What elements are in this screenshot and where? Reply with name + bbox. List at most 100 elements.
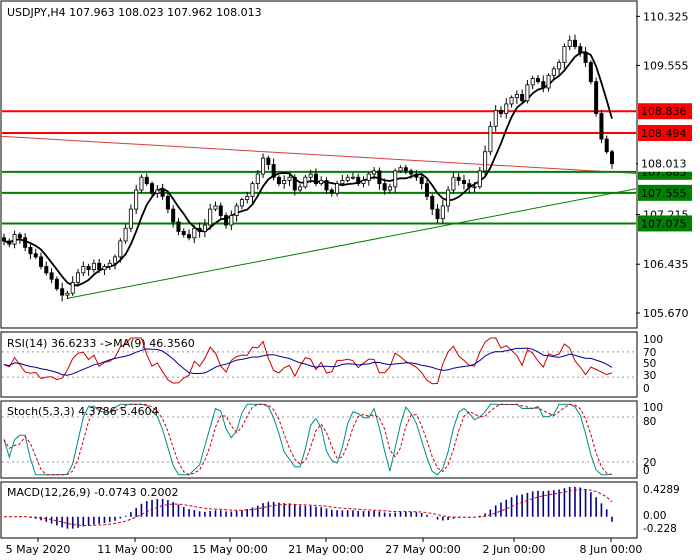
candle bbox=[493, 105, 498, 132]
candle-body bbox=[403, 167, 408, 172]
candle bbox=[54, 276, 59, 291]
candle bbox=[419, 172, 424, 190]
candle bbox=[567, 35, 572, 51]
candle bbox=[350, 172, 355, 180]
candle bbox=[28, 244, 33, 260]
candle-body bbox=[446, 189, 451, 207]
candle-body bbox=[604, 138, 609, 153]
candle bbox=[144, 173, 149, 186]
candle-body bbox=[393, 170, 398, 188]
candle-body bbox=[224, 215, 229, 226]
level-label: 107.555 bbox=[641, 187, 687, 200]
stoch-panel bbox=[0, 400, 638, 479]
candle bbox=[403, 164, 408, 175]
candle-body bbox=[504, 103, 509, 114]
candle-body bbox=[202, 224, 207, 232]
candle-body bbox=[430, 195, 435, 210]
candle-body bbox=[91, 262, 96, 271]
candle-body bbox=[551, 68, 556, 76]
macd-signal-line bbox=[4, 488, 613, 527]
time-tick-label: 15 May 00:00 bbox=[192, 543, 267, 556]
time-tick-label: 5 May 2020 bbox=[6, 543, 71, 556]
candle bbox=[504, 98, 509, 119]
candle-body bbox=[181, 231, 186, 235]
candle bbox=[541, 75, 546, 93]
level-label: 108.494 bbox=[641, 127, 687, 140]
candle bbox=[456, 173, 461, 186]
candle-body bbox=[350, 176, 355, 179]
candle-body bbox=[60, 288, 65, 296]
candle bbox=[165, 192, 170, 214]
rsi-tick-label: 70 bbox=[643, 347, 656, 359]
candle-body bbox=[414, 173, 419, 178]
candle-body bbox=[128, 208, 133, 229]
candle-body bbox=[493, 109, 498, 127]
candle bbox=[372, 166, 377, 180]
candle bbox=[176, 217, 181, 236]
candle-body bbox=[150, 183, 155, 194]
candle bbox=[33, 248, 38, 260]
candle-body bbox=[541, 81, 546, 89]
candle-body bbox=[245, 195, 250, 200]
candle bbox=[520, 89, 525, 104]
level-badge bbox=[638, 184, 692, 201]
candle bbox=[377, 167, 382, 190]
candle-body bbox=[33, 253, 38, 258]
candle bbox=[610, 149, 615, 169]
candle bbox=[535, 75, 540, 84]
candle-body bbox=[76, 272, 81, 283]
candle bbox=[525, 79, 530, 104]
candle-body bbox=[588, 62, 593, 83]
candle-body bbox=[287, 176, 292, 181]
candle-body bbox=[525, 84, 530, 102]
candle bbox=[451, 171, 456, 194]
candle bbox=[594, 77, 599, 117]
candle-body bbox=[171, 208, 176, 223]
candle bbox=[102, 263, 107, 276]
candle-body bbox=[44, 266, 49, 274]
candle bbox=[409, 168, 414, 179]
candle bbox=[213, 201, 218, 212]
candle-body bbox=[562, 46, 567, 63]
candle-body bbox=[17, 234, 22, 239]
price-tick-label: 106.435 bbox=[643, 258, 689, 271]
candle-body bbox=[165, 195, 170, 210]
candle bbox=[65, 290, 70, 300]
candle bbox=[255, 170, 260, 190]
candle bbox=[250, 181, 255, 203]
candle-body bbox=[546, 74, 551, 89]
candle-body bbox=[313, 173, 318, 185]
candle bbox=[572, 34, 577, 50]
candle-body bbox=[329, 189, 334, 194]
candle-body bbox=[271, 164, 276, 178]
candle-body bbox=[12, 234, 17, 245]
candle bbox=[276, 175, 281, 187]
level-badge bbox=[638, 215, 692, 232]
candle bbox=[340, 174, 345, 187]
candle bbox=[382, 178, 387, 195]
candle bbox=[313, 168, 318, 187]
candle bbox=[76, 269, 81, 287]
candle-body bbox=[567, 39, 572, 48]
candle bbox=[7, 238, 12, 248]
candle bbox=[430, 193, 435, 216]
candle bbox=[118, 237, 123, 263]
candle-body bbox=[572, 39, 577, 48]
candle bbox=[107, 259, 112, 270]
candle bbox=[361, 176, 366, 188]
candle bbox=[498, 106, 503, 118]
candle-body bbox=[107, 262, 112, 267]
candle-body bbox=[282, 180, 287, 185]
candle-body bbox=[213, 205, 218, 210]
candle-body bbox=[461, 180, 466, 185]
candle-body bbox=[509, 97, 514, 105]
candle-body bbox=[435, 208, 440, 220]
candle-body bbox=[139, 176, 144, 191]
candle-body bbox=[176, 221, 181, 232]
symbol-header: USDJPY,H4 107.963 108.023 107.962 108.01… bbox=[7, 6, 262, 19]
candle bbox=[234, 202, 239, 222]
candle bbox=[192, 225, 197, 244]
price-tick-label: 105.670 bbox=[643, 307, 689, 320]
candle-body bbox=[340, 180, 345, 185]
candle-body bbox=[387, 186, 392, 191]
